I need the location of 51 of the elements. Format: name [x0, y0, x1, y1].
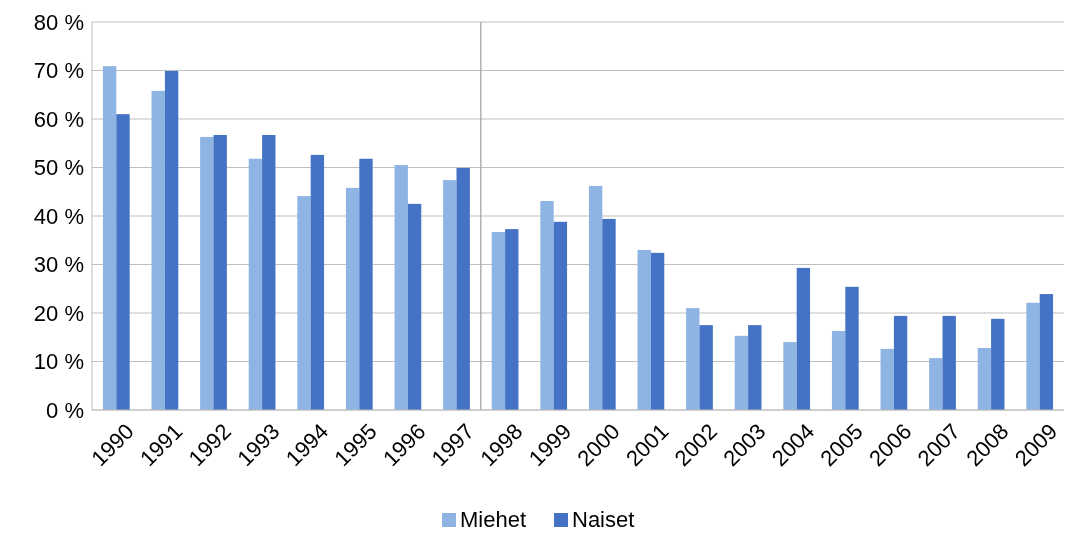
- bar: [796, 267, 811, 410]
- bar: [456, 167, 470, 410]
- bar: [637, 249, 651, 410]
- y-tick-label: 0 %: [46, 397, 84, 423]
- bar: [213, 135, 227, 410]
- bar: [102, 66, 117, 410]
- bar: [880, 348, 894, 410]
- bar: [248, 158, 263, 410]
- y-tick-label: 60 %: [33, 106, 84, 132]
- legend-label: Naiset: [572, 507, 635, 532]
- y-tick-label: 40 %: [33, 203, 84, 229]
- bar: [686, 308, 700, 410]
- bar: [734, 335, 749, 410]
- bar: [394, 165, 408, 410]
- bar: [407, 203, 422, 410]
- y-tick-label: 10 %: [33, 349, 84, 375]
- bar: [929, 358, 943, 410]
- bar: [748, 325, 762, 410]
- bar: [505, 229, 519, 410]
- bar: [977, 347, 992, 410]
- bar: [831, 330, 846, 410]
- bar: [345, 187, 360, 410]
- bar: [783, 342, 797, 410]
- bar: [443, 180, 457, 410]
- bar: [491, 232, 506, 410]
- y-tick-label: 30 %: [33, 252, 84, 278]
- bar: [588, 185, 603, 410]
- bar: [650, 252, 665, 410]
- bar: [942, 315, 956, 410]
- bar: [164, 70, 179, 410]
- bar: [262, 135, 276, 410]
- bar: [845, 286, 859, 410]
- bar: [699, 325, 713, 410]
- bar: [1026, 302, 1040, 410]
- y-tick-label: 20 %: [33, 300, 84, 326]
- y-tick-label: 50 %: [33, 155, 84, 181]
- bar: [116, 114, 130, 410]
- bar: [359, 158, 373, 410]
- bar: [310, 154, 325, 410]
- bar: [1039, 294, 1054, 410]
- bar: [602, 218, 616, 410]
- bar: [553, 221, 568, 410]
- bar: [200, 136, 214, 410]
- y-tick-label: 80 %: [33, 9, 84, 35]
- y-tick-label: 70 %: [33, 58, 84, 84]
- bar: [540, 200, 554, 410]
- bar: [151, 90, 165, 410]
- bar: [297, 196, 311, 410]
- bar: [893, 315, 908, 410]
- legend-label: Miehet: [460, 507, 527, 532]
- bar: [991, 318, 1005, 410]
